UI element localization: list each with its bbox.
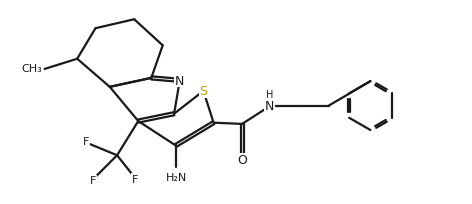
Text: H₂N: H₂N — [166, 173, 187, 182]
Text: O: O — [237, 153, 247, 166]
Text: F: F — [90, 175, 97, 185]
Text: S: S — [200, 85, 207, 98]
Text: F: F — [84, 136, 90, 146]
Text: N: N — [175, 74, 185, 87]
Text: N: N — [265, 100, 275, 113]
Text: F: F — [132, 174, 138, 184]
Text: CH₃: CH₃ — [22, 64, 42, 74]
Text: H: H — [266, 90, 273, 100]
